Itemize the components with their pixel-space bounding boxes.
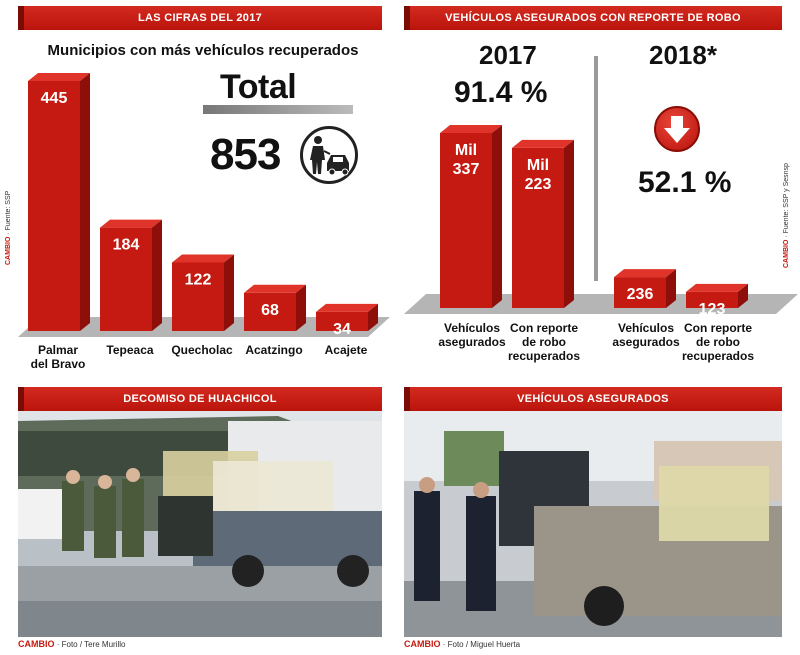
source-label: Fuente: SSP y Sesnsp xyxy=(783,163,790,234)
bar-side-face xyxy=(296,284,306,331)
bar-top-face xyxy=(172,254,234,263)
panel-cifras-2017: Las cifras del 2017 Municipios con más v… xyxy=(18,6,390,376)
year-2018: 2018* xyxy=(649,40,717,70)
banner-title: Decomiso de huachicol xyxy=(123,393,277,405)
brand-label: CAMBIO xyxy=(783,239,790,268)
banner-cifras-2017: Las cifras del 2017 xyxy=(18,6,382,30)
bar-top-face xyxy=(440,125,502,133)
bar-value-label: 123 xyxy=(699,301,726,318)
category-label: Acatzingo xyxy=(245,343,302,357)
bar-value-label: 184 xyxy=(113,237,140,254)
brand-label: CAMBIO xyxy=(5,236,12,265)
bar-front-face xyxy=(614,277,666,308)
bar-front-face xyxy=(100,227,152,331)
down-arrow-icon xyxy=(654,106,700,152)
bar-value-label: 34 xyxy=(333,321,351,338)
bar-2018-0 xyxy=(614,269,676,308)
bar-side-face xyxy=(738,283,748,308)
panel-vehiculos-asegurados: Vehículos asegurados xyxy=(404,387,782,637)
bar-side-face xyxy=(666,269,676,308)
category-label: Acajete xyxy=(325,343,368,357)
bar-side-face xyxy=(564,139,574,308)
bar-top-face xyxy=(614,269,676,278)
bar-palmar-del-bravo xyxy=(28,73,90,331)
photo-decomiso-huachicol xyxy=(18,411,382,637)
brand-label: CAMBIO xyxy=(18,639,55,649)
bar-value-label: 68 xyxy=(261,302,279,319)
source-credit-top-right: CAMBIO · Fuente: SSP y Sesnsp xyxy=(783,163,790,268)
banner-tick xyxy=(404,6,410,30)
bar-top-face xyxy=(512,139,574,148)
banner-vehiculos-robo: Vehículos asegurados con reporte de robo xyxy=(404,6,782,30)
banner-title: Vehículos asegurados con reporte de robo xyxy=(445,12,741,24)
panel-decomiso-huachicol: Decomiso de huachicol xyxy=(18,387,382,637)
photo-credit-bottom-left: CAMBIO · Foto / Tere Murillo xyxy=(18,639,126,649)
photo-vehiculos-asegurados xyxy=(404,411,782,637)
bar-front-face xyxy=(316,311,368,331)
bar-side-face xyxy=(492,125,502,308)
bar-side-face xyxy=(152,219,162,331)
category-label: Tepeaca xyxy=(106,343,153,357)
bar-value-label: 236 xyxy=(627,286,654,303)
source-label: Fuente: SSP xyxy=(5,190,12,231)
banner-decomiso: Decomiso de huachicol xyxy=(18,387,382,411)
chart-title: Municipios con más vehículos recuperados xyxy=(47,42,359,59)
bar-acatzingo xyxy=(244,284,306,331)
banner-tick xyxy=(404,387,410,411)
bar-acajete xyxy=(316,303,378,331)
banner-vehiculos-asegurados: Vehículos asegurados xyxy=(404,387,782,411)
bar-value-label: 122 xyxy=(185,271,212,288)
photo-credit-label: Foto / Miguel Huerta xyxy=(447,640,521,649)
category-label: Palmar del Bravo xyxy=(31,343,86,371)
bar-side-face xyxy=(224,254,234,331)
brand-label: CAMBIO xyxy=(404,639,441,649)
municipios-bar-chart: 445 Palmar del Bravo 184 Tepeaca 122 Quecholac… xyxy=(18,73,390,371)
bar-front-face xyxy=(686,291,738,308)
total-label: Total xyxy=(220,68,297,106)
bar-2018-1 xyxy=(686,283,748,308)
total-underline-bar xyxy=(203,105,353,114)
bar-top-face xyxy=(28,73,90,81)
bar-top-face xyxy=(244,284,306,293)
bar-front-face xyxy=(172,262,224,331)
bar-value-label: Mil 223 xyxy=(525,157,552,193)
photo-credit-label: Foto / Tere Murillo xyxy=(61,640,126,649)
bar-2017-0 xyxy=(440,125,502,308)
person-with-car-icon xyxy=(300,126,358,184)
category-label: Con reporte de robo recuperados xyxy=(508,321,580,363)
category-label: Vehículos asegurados xyxy=(438,321,506,349)
category-label: Quecholac xyxy=(171,343,233,357)
bar-front-face xyxy=(244,292,296,331)
bar-2017-1 xyxy=(512,139,574,308)
photo-credit-bottom-right: CAMBIO · Foto / Miguel Huerta xyxy=(404,639,521,649)
panel-vehiculos-robo: Vehículos asegurados con reporte de robo… xyxy=(404,6,798,376)
bar-value-label: Mil 337 xyxy=(453,142,480,178)
group-divider xyxy=(594,56,598,281)
bar-top-face xyxy=(316,303,378,312)
year-2017: 2017 xyxy=(479,40,537,70)
banner-tick xyxy=(18,387,24,411)
banner-tick xyxy=(18,6,24,30)
percent-2018: 52.1 % xyxy=(638,166,732,199)
source-credit-top-left: CAMBIO · Fuente: SSP xyxy=(5,190,12,265)
category-label: Con reporte de robo recuperados xyxy=(682,321,754,363)
bar-quecholac xyxy=(172,254,234,331)
percent-2017: 91.4 % xyxy=(454,76,548,109)
bar-top-face xyxy=(100,219,162,228)
bar-front-face xyxy=(512,147,564,308)
bar-tepeaca xyxy=(100,219,162,331)
category-label: Vehículos asegurados xyxy=(612,321,680,349)
total-value: 853 xyxy=(210,130,281,179)
banner-title: Las cifras del 2017 xyxy=(137,12,263,24)
bar-value-label: 445 xyxy=(41,90,68,107)
bar-top-face xyxy=(686,283,748,292)
bar-front-face xyxy=(440,133,492,308)
bar-side-face xyxy=(80,73,90,331)
banner-title: Vehículos asegurados xyxy=(517,393,669,405)
bar-side-face xyxy=(368,303,378,331)
bar-front-face xyxy=(28,81,80,331)
